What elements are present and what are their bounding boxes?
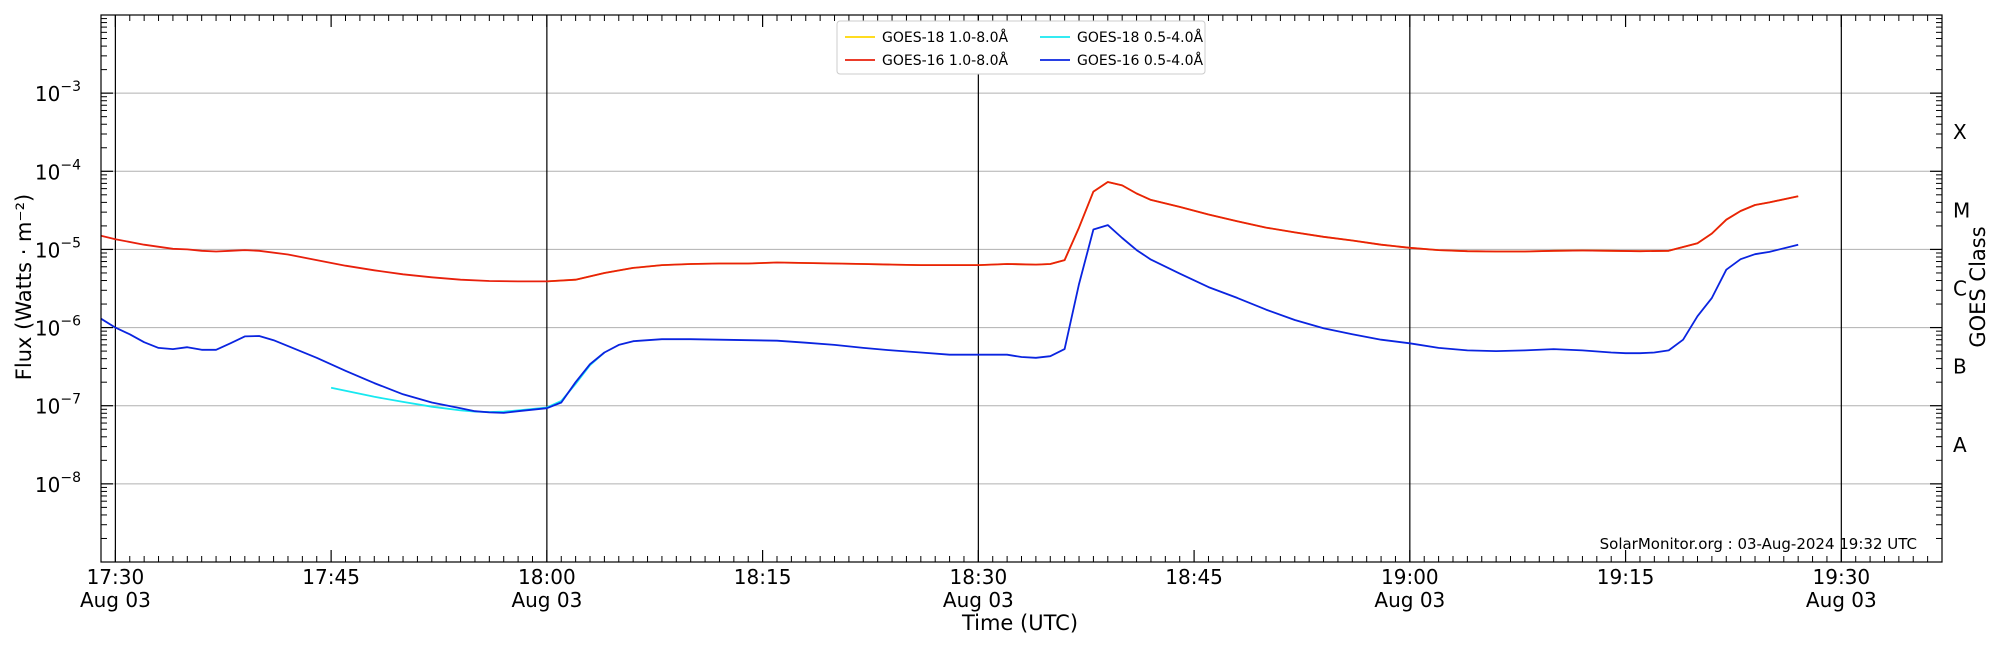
data-series <box>100 181 1799 414</box>
series-line <box>100 224 1799 414</box>
y-tick-label: 10−7 <box>35 392 81 419</box>
goes-class-label: M <box>1953 198 1970 222</box>
x-tick-label: 19:30 <box>1813 565 1871 589</box>
x-tick-label: 18:30 <box>950 565 1008 589</box>
y-tick-label: 10−3 <box>35 79 81 106</box>
legend-label: GOES-16 1.0-8.0Å <box>882 52 1008 69</box>
x-tick-date-label: Aug 03 <box>1374 588 1445 612</box>
y-axis-title: Flux (Watts · m⁻²) <box>12 194 36 380</box>
x-tick-date-label: Aug 03 <box>80 588 151 612</box>
y-axis-ticks: 10−8 10−7 10−6 10−5 10−4 10−3 <box>35 18 1942 539</box>
series-line <box>100 181 1799 283</box>
x-tick-label: 17:30 <box>87 565 145 589</box>
series-line <box>546 181 1799 283</box>
x-tick-date-label: Aug 03 <box>511 588 582 612</box>
y-tick-label: 10−8 <box>35 470 81 497</box>
x-tick-label: 19:00 <box>1381 565 1439 589</box>
x-tick-label: 17:45 <box>302 565 360 589</box>
right-axis-title: GOES Class <box>1966 226 1990 347</box>
legend-label: GOES-18 0.5-4.0Å <box>1077 29 1203 46</box>
y-tick-label: 10−6 <box>35 314 81 341</box>
credit-annotation: SolarMonitor.org : 03-Aug-2024 19:32 UTC <box>1600 535 1917 553</box>
x-tick-date-label: Aug 03 <box>1806 588 1877 612</box>
grid-lines <box>101 92 1942 485</box>
x-tick-date-label: Aug 03 <box>943 588 1014 612</box>
x-tick-label: 18:45 <box>1165 565 1223 589</box>
goes-class-label: B <box>1953 355 1967 379</box>
x-axis-title: Time (UTC) <box>961 611 1078 635</box>
day-time-markers <box>114 15 1842 562</box>
y-tick-label: 10−5 <box>35 235 81 262</box>
legend: GOES-18 1.0-8.0Å GOES-16 1.0-8.0Å GOES-18 … <box>836 20 1206 75</box>
goes-class-label: X <box>1953 120 1967 144</box>
legend-label: GOES-18 1.0-8.0Å <box>882 29 1008 46</box>
x-tick-label: 18:15 <box>734 565 792 589</box>
y-tick-label: 10−4 <box>35 157 81 184</box>
goes-class-label: A <box>1953 433 1967 457</box>
x-tick-label: 18:00 <box>518 565 576 589</box>
legend-box <box>836 20 1206 75</box>
plot-area-frame <box>100 14 1943 563</box>
legend-label: GOES-16 0.5-4.0Å <box>1077 52 1203 69</box>
goes-class-labels: A B C M X <box>1953 120 1970 457</box>
goes-class-label: C <box>1953 277 1967 301</box>
x-tick-label: 19:15 <box>1597 565 1655 589</box>
